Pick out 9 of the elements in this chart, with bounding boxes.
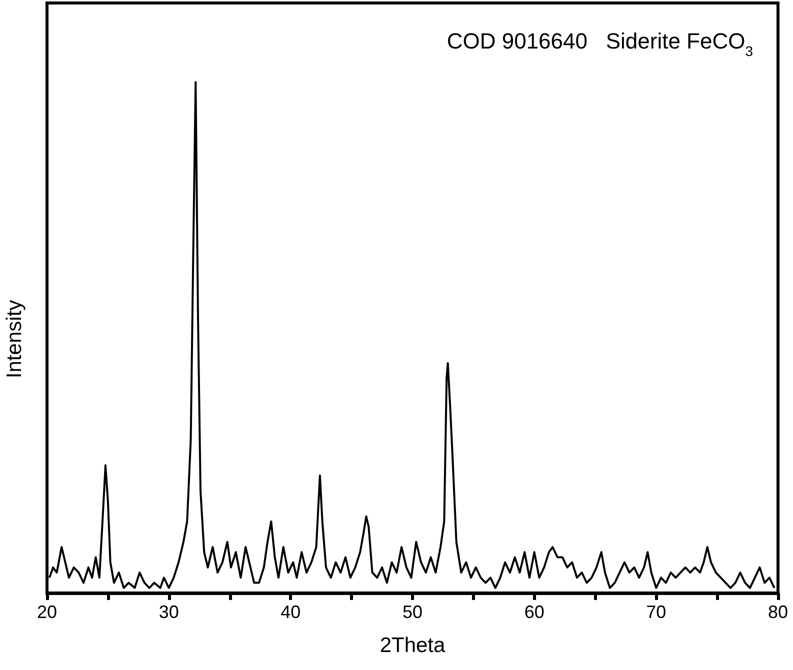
x-axis-title: 2Theta [380, 634, 446, 657]
x-tick-label: 80 [768, 602, 788, 622]
y-axis-title: Intensity [3, 300, 26, 378]
x-tick-label: 30 [158, 602, 179, 622]
x-tick-label: 40 [280, 602, 301, 622]
x-tick-label: 50 [402, 602, 423, 622]
x-tick-label: 20 [36, 602, 58, 622]
x-tick-label: 60 [524, 602, 544, 622]
x-tick-label: 70 [646, 602, 666, 622]
